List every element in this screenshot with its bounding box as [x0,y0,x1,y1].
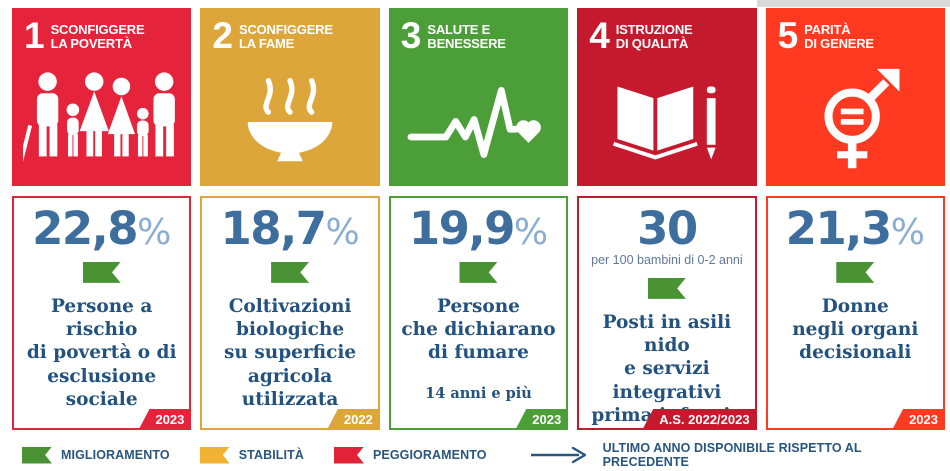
indicator-description: Coltivazioni biologiche su superficie ag… [224,295,357,411]
legend-flag-stabilita [199,446,230,464]
indicator-card-3: 19,9% Persone che dichiarano di fumare 1… [388,196,569,430]
family-icon [12,58,191,182]
goals-grid: 1 Sconfiggere la povertà [12,8,945,430]
tile-header: 1 Sconfiggere la povertà [24,15,181,56]
goal-number: 2 [212,15,233,56]
goal-title: Salute e benessere [427,22,506,52]
indicator-card-1: 22,8% Persone a rischio di povertà o di … [12,196,192,430]
year-badge: 2022 [326,409,380,430]
tile-header: 4 Istruzione di qualità [589,15,746,56]
year-badge: A.S. 2022/2023 [642,409,757,430]
year-badge: 2023 [515,409,569,430]
trend-flag-miglioramento [647,277,686,299]
indicator-description: Persone che dichiarano di fumare [401,295,556,364]
legend-flag-peggioramento [333,446,364,464]
value-number: 18,7 [220,202,327,255]
indicator-value: 19,9% [391,206,566,252]
value-unit: % [513,212,549,253]
value-number: 30 [637,202,698,255]
trend-flag-miglioramento [459,261,498,283]
value-unit: % [137,212,172,253]
indicator-value: 18,7% [202,206,377,252]
legend-label-peggioramento: PEGGIORAMENTO [372,448,487,462]
indicator-description: Persone a rischio di povertà o di esclus… [26,295,177,411]
legend: MIGLIORAMENTO STABILITÀ PEGGIORAMENTO UL… [22,441,950,469]
value-number: 22,8 [32,202,139,255]
goal-title: Sconfiggere la fame [238,22,333,52]
indicator-note: 14 anni e più [425,385,532,402]
goal-number: 4 [589,15,610,56]
gender-equality-icon [766,58,945,182]
steaming-bowl-icon [200,58,379,182]
tile-header: 2 Sconfiggere la fame [212,15,369,56]
tile-header: 5 Parità di genere [777,15,935,56]
top-grey-bar [757,0,950,7]
indicator-value: 30 [579,206,754,252]
indicator-value: 22,8% [14,206,189,252]
indicator-value: 21,3% [768,206,943,252]
goal-number: 5 [777,15,799,56]
value-number: 19,9 [408,202,516,255]
sdg-tile-5: 5 Parità di genere [765,8,945,186]
trend-flag-miglioramento [82,261,121,283]
sdg-tile-4: 4 Istruzione di qualità [577,8,757,186]
sdg-tile-1: 1 Sconfiggere la povertà [12,8,192,186]
value-number: 21,3 [785,202,893,255]
value-subtitle: per 100 bambini di 0-2 anni [591,252,743,267]
book-pencil-icon [577,58,756,182]
indicator-card-5: 21,3% Donne negli organi decisionali 202… [765,196,945,430]
goal-title: Parità di genere [804,22,874,52]
legend-arrow-label: ULTIMO ANNO DISPONIBILE RISPETTO AL PREC… [602,441,862,469]
legend-label-stabilita: STABILITÀ [238,448,304,462]
indicator-description: Donne negli organi decisionali [792,295,919,364]
trend-flag-miglioramento [271,261,310,283]
indicator-card-2: 18,7% Coltivazioni biologiche su superfi… [200,196,380,430]
goal-title: Istruzione di qualità [615,22,693,52]
year-badge: 2023 [892,409,945,430]
value-unit: % [325,212,360,253]
trend-flag-miglioramento [836,261,875,283]
goal-title: Sconfiggere la povertà [50,22,145,52]
goal-number: 3 [400,15,422,56]
heartbeat-icon [389,58,568,182]
indicator-card-4: 30 per 100 bambini di 0-2 anni Posti in … [577,196,757,430]
goal-number: 1 [24,15,45,56]
sdg-tile-3: 3 Salute e benessere [388,8,569,186]
arrow-right-icon [529,446,589,464]
legend-flag-miglioramento [22,446,52,464]
year-badge: 2023 [138,409,192,430]
value-unit: % [890,212,925,253]
tile-header: 3 Salute e benessere [400,15,558,56]
sdg-tile-2: 2 Sconfiggere la fame [200,8,380,186]
legend-label-miglioramento: MIGLIORAMENTO [61,448,170,462]
